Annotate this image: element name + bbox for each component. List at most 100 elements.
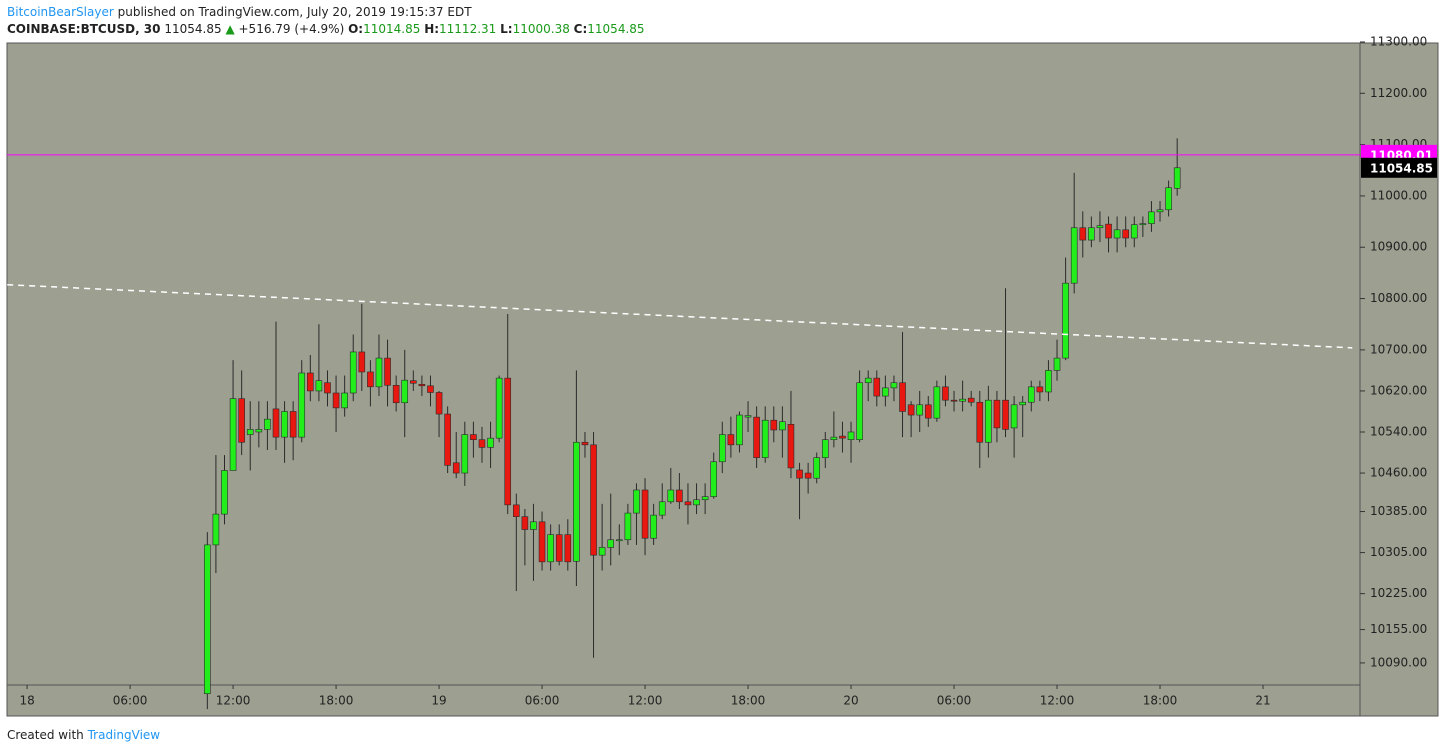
l-label: L: <box>500 22 513 36</box>
candle <box>307 355 314 402</box>
candle <box>1139 216 1147 237</box>
candle <box>573 370 580 586</box>
candle-body <box>916 404 923 416</box>
candle-body <box>410 380 417 384</box>
candle <box>1113 216 1121 253</box>
candle <box>392 375 400 412</box>
y-tick-label: 10540.00 <box>1370 424 1427 438</box>
change: +516.79 (+4.9%) <box>238 22 345 36</box>
y-tick-label: 10900.00 <box>1370 240 1427 254</box>
candle <box>264 401 271 450</box>
candle <box>641 478 649 556</box>
candle <box>856 370 863 443</box>
candle-body <box>967 397 975 403</box>
y-tick-label: 10090.00 <box>1370 655 1427 669</box>
candle-body <box>890 382 898 389</box>
candle-body <box>676 489 683 503</box>
x-tick-label: 18:00 <box>731 694 766 708</box>
candle <box>315 324 323 402</box>
candle-body <box>1113 229 1121 239</box>
candle <box>813 452 821 484</box>
y-tick-label: 10225.00 <box>1370 586 1427 600</box>
y-tick-label: 10460.00 <box>1370 466 1427 480</box>
candle-body <box>564 534 572 563</box>
candle-body <box>701 496 709 501</box>
y-tick-label: 10385.00 <box>1370 504 1427 518</box>
candle <box>727 416 735 458</box>
candle <box>959 380 966 412</box>
candle <box>839 421 846 453</box>
candle <box>341 375 348 417</box>
candle-body <box>1156 209 1164 213</box>
candle <box>787 390 795 479</box>
candle-body <box>375 357 383 388</box>
last: 11054.85 <box>164 22 222 36</box>
candle-body <box>470 434 477 440</box>
candle-body <box>830 436 838 440</box>
candle <box>667 467 675 504</box>
candle-body <box>633 489 640 514</box>
candle <box>384 339 391 407</box>
candle <box>933 380 941 422</box>
x-tick-label: 19 <box>431 694 446 708</box>
candle <box>1070 172 1078 294</box>
brand[interactable]: TradingView <box>87 728 161 742</box>
candle-body <box>298 372 306 438</box>
candle-body <box>804 472 812 479</box>
y-tick-label: 10620.00 <box>1370 383 1427 397</box>
candle <box>281 401 288 463</box>
candle <box>804 462 812 494</box>
candle-body <box>1053 357 1061 371</box>
candle-body <box>1105 223 1112 239</box>
candle-body <box>212 513 220 546</box>
candle-body <box>504 377 512 506</box>
candle-body <box>384 357 391 386</box>
candle-body <box>435 392 443 415</box>
plot-area <box>7 43 1360 685</box>
arrow: ▲ <box>225 22 235 36</box>
candle-body <box>238 398 245 443</box>
candle-body <box>315 380 323 392</box>
candle-body <box>487 437 494 448</box>
candle-body <box>341 392 348 409</box>
candle-body <box>933 386 941 419</box>
candle <box>907 401 915 438</box>
candle-body <box>289 411 297 438</box>
candle <box>598 503 606 571</box>
candle <box>684 483 692 525</box>
candle <box>581 431 589 458</box>
candle <box>470 421 477 458</box>
candle-body <box>839 435 846 439</box>
candle-body <box>959 398 966 402</box>
y-tick-label: 11200.00 <box>1370 86 1427 100</box>
candle-body <box>864 377 872 384</box>
candle-body <box>478 439 486 448</box>
candle <box>770 406 778 443</box>
candle <box>1002 288 1009 438</box>
candle-body <box>581 441 589 446</box>
x-tick-label: 06:00 <box>937 694 972 708</box>
c-value: 11054.85 <box>587 22 645 36</box>
candle-body <box>753 416 760 458</box>
author[interactable]: BitcoinBearSlayer <box>7 5 114 19</box>
created: Created with <box>7 728 84 742</box>
candle-body <box>538 521 546 563</box>
trendline <box>7 283 1353 349</box>
candle-body <box>521 516 529 530</box>
candle-body <box>779 421 786 431</box>
candle <box>212 455 220 574</box>
candle <box>701 483 709 515</box>
candle <box>1130 216 1138 248</box>
x-tick-label: 18:00 <box>319 694 354 708</box>
candle-body <box>641 489 649 539</box>
candle <box>418 375 426 397</box>
candle <box>1079 211 1087 258</box>
candle <box>633 483 640 545</box>
candle-body <box>787 423 795 469</box>
candle-body <box>281 411 288 438</box>
candle-body <box>684 501 692 506</box>
candle-body <box>246 429 254 435</box>
candle <box>401 349 409 438</box>
candle-body <box>650 514 657 539</box>
candle-body <box>1070 227 1078 284</box>
